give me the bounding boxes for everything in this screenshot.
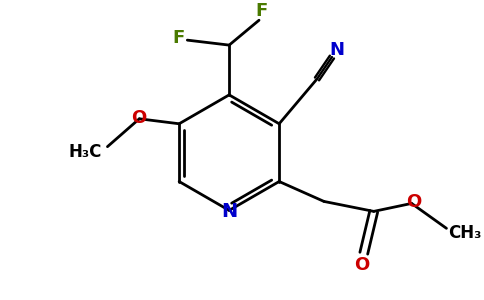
Text: O: O — [131, 109, 146, 127]
Text: N: N — [221, 202, 237, 221]
Text: F: F — [255, 2, 267, 20]
Text: O: O — [354, 256, 369, 274]
Text: O: O — [406, 194, 421, 211]
Text: N: N — [330, 41, 345, 59]
Text: H₃C: H₃C — [69, 142, 102, 160]
Text: F: F — [172, 29, 184, 47]
Text: CH₃: CH₃ — [448, 224, 481, 242]
